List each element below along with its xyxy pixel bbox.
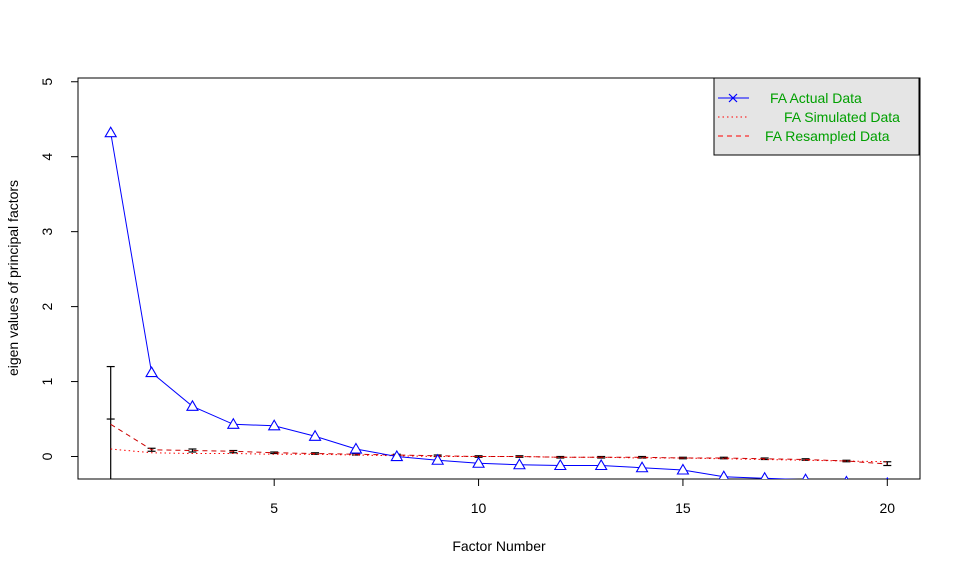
- plot-area: [104, 126, 892, 479]
- data-point-actual: [267, 419, 281, 431]
- data-point-actual: [226, 417, 240, 429]
- y-tick-label: 5: [39, 78, 55, 86]
- data-point-actual: [676, 463, 690, 475]
- legend-x-marker: [728, 93, 738, 103]
- y-axis: 0 1 2 3 4 5: [39, 78, 79, 460]
- data-point-actual: [431, 453, 445, 465]
- data-point-actual: [104, 126, 118, 138]
- x-tick-label: 15: [675, 500, 691, 516]
- series-line-simulated: [110, 448, 888, 463]
- legend: FA Actual Data FA Simulated Data FA Resamp…: [713, 77, 920, 156]
- data-point-actual: [472, 456, 486, 468]
- x-tick-label: 20: [880, 500, 896, 516]
- x-tick-label: 10: [471, 500, 487, 516]
- y-tick-label: 1: [39, 377, 55, 385]
- data-point-actual: [635, 461, 649, 473]
- data-point-actual: [185, 399, 199, 411]
- data-point-actual: [553, 458, 567, 471]
- legend-box: [713, 77, 920, 156]
- legend-label: FA Resampled Data: [765, 128, 890, 144]
- y-tick-label: 3: [39, 228, 55, 236]
- data-point-actual: [512, 458, 526, 470]
- legend-label: FA Actual Data: [770, 90, 862, 106]
- data-point-actual: [349, 442, 363, 454]
- data-point-actual: [390, 449, 404, 462]
- y-tick-label: 2: [39, 303, 55, 311]
- data-point-actual: [308, 429, 322, 441]
- data-point-actual: [802, 473, 809, 479]
- data-point-actual: [594, 458, 608, 471]
- y-tick-label: 0: [39, 452, 55, 460]
- data-point-actual: [844, 475, 849, 479]
- error-bars: [106, 365, 892, 479]
- legend-label: FA Simulated Data: [784, 109, 900, 125]
- series-line-actual: [110, 132, 799, 479]
- data-point-actual: [886, 476, 889, 479]
- y-tick-label: 4: [39, 153, 55, 161]
- series-line-resampled: [110, 423, 888, 465]
- x-axis: 5 10 15 20: [270, 478, 896, 516]
- y-axis-title: eigen values of principal factors: [5, 180, 21, 376]
- data-point-actual: [718, 470, 729, 479]
- x-axis-title: Factor Number: [452, 538, 546, 554]
- data-point-actual: [760, 471, 769, 479]
- x-tick-label: 5: [270, 500, 278, 516]
- data-point-actual: [145, 365, 159, 378]
